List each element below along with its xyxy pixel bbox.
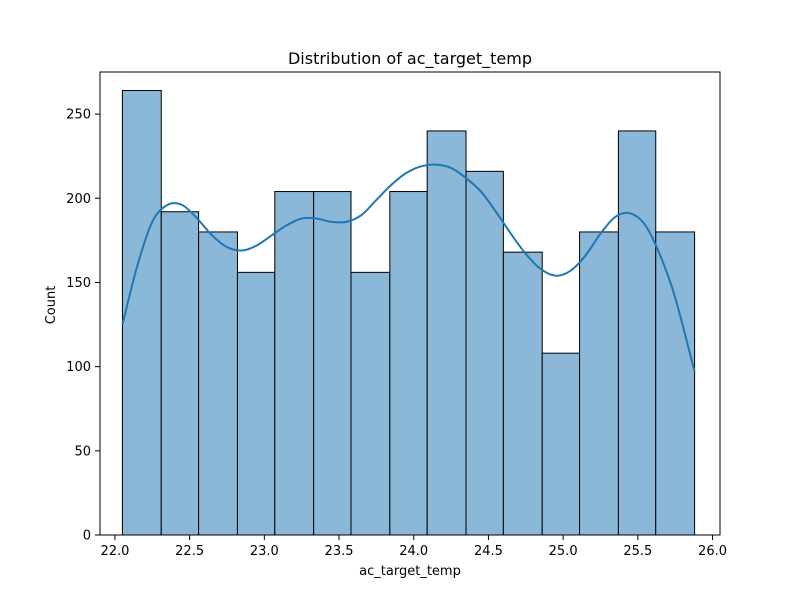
histogram-bar: [426, 130, 467, 536]
x-tick-label: 23.0: [250, 544, 279, 559]
y-axis-title: Count: [44, 286, 59, 325]
y-tick-label: 0: [83, 529, 91, 544]
histogram-bar: [350, 271, 391, 536]
histogram-bar: [579, 231, 619, 536]
chart-title: Distribution of ac_target_temp: [288, 49, 532, 69]
x-axis-ticks: 22.0 22.5 23.0 23.5 24.0 24.5 25.0 25.5 26.0: [100, 535, 727, 559]
x-tick-label: 22.0: [100, 544, 129, 559]
histogram-bar: [389, 191, 428, 536]
x-tick-label: 26.0: [698, 544, 727, 559]
histogram-bar: [121, 90, 162, 536]
y-tick-label: 200: [66, 192, 91, 207]
histogram-bar: [236, 271, 276, 536]
y-tick-label: 100: [66, 360, 91, 375]
x-axis-title: ac_target_temp: [359, 564, 461, 579]
y-axis-ticks: 0 50 100 150 200 250: [66, 108, 100, 544]
histogram-bar: [617, 130, 657, 536]
histogram-bar: [655, 231, 696, 536]
y-tick-label: 50: [74, 444, 91, 459]
histogram-bar: [313, 191, 352, 536]
bars-group: [121, 90, 696, 536]
histogram-bar: [502, 251, 543, 536]
histogram-bar: [160, 211, 200, 536]
x-tick-label: 25.0: [549, 544, 578, 559]
histogram-bar: [198, 231, 238, 536]
x-tick-label: 24.0: [399, 544, 428, 559]
plot-frame: [99, 71, 721, 536]
y-tick-label: 150: [66, 276, 91, 291]
kde-curve: [121, 163, 696, 372]
x-tick-label: 24.5: [474, 544, 503, 559]
y-tick-label: 250: [66, 108, 91, 123]
x-tick-label: 23.5: [325, 544, 354, 559]
histogram-bar: [541, 352, 581, 536]
x-tick-label: 25.5: [623, 544, 652, 559]
histogram-bar: [465, 170, 504, 536]
x-tick-label: 22.5: [175, 544, 204, 559]
histogram-bar: [274, 191, 315, 536]
